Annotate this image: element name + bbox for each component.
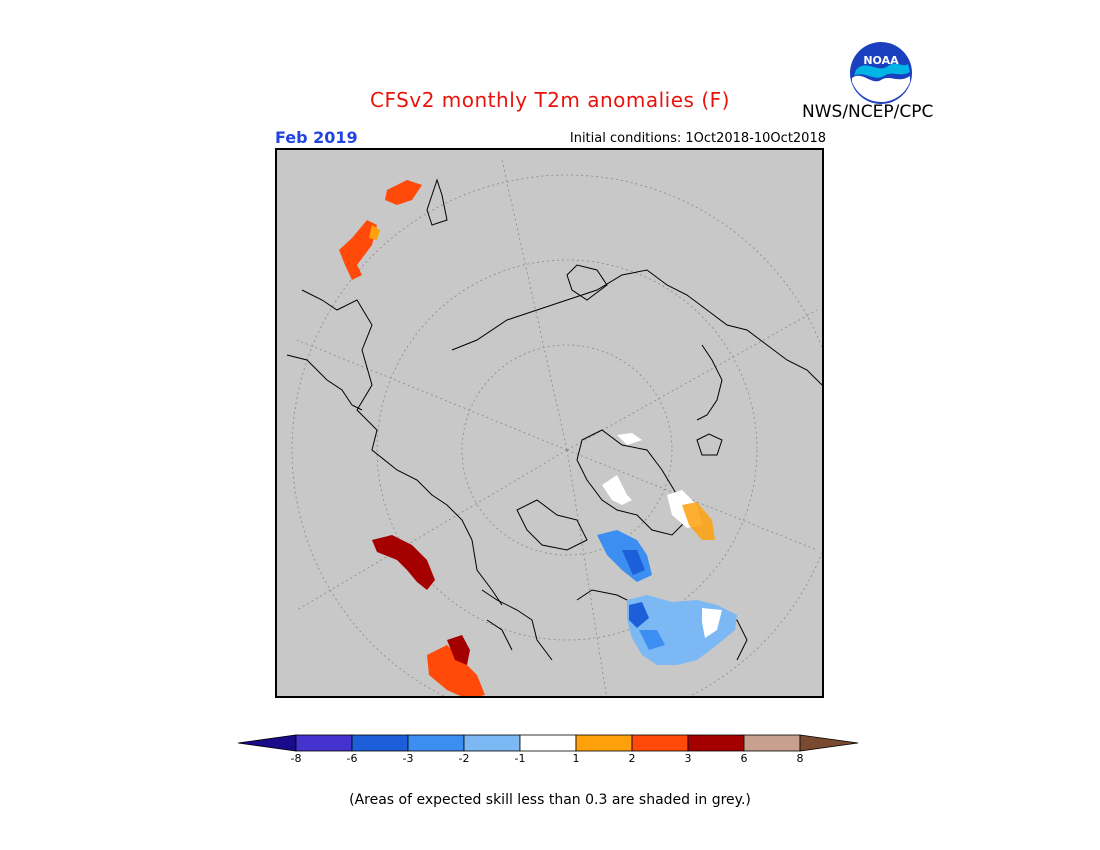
initial-conditions: Initial conditions: 1Oct2018-10Oct2018	[569, 131, 826, 146]
graticule	[291, 159, 822, 696]
colorbar-bin	[519, 734, 577, 752]
colorbar-bin	[238, 734, 297, 752]
colorbar-tick-label: 8	[796, 752, 804, 765]
colorbar-tick-label: 6	[740, 752, 748, 765]
colorbar-bin	[743, 734, 801, 752]
map-title: CFSv2 monthly T2m anomalies (F)	[370, 88, 730, 112]
colorbar-tick-label: 2	[628, 752, 636, 765]
colorbar-tick-label: 3	[684, 752, 692, 765]
colorbar-bin	[687, 734, 745, 752]
colorbar-bin	[799, 734, 859, 752]
noaa-logo-text: NOAA	[863, 54, 899, 67]
colorbar-bin	[463, 734, 521, 752]
colorbar-bin	[295, 734, 353, 752]
colorbar-tick-label: -3	[402, 752, 414, 765]
colorbar-bin	[575, 734, 633, 752]
polar-map-svg	[286, 159, 822, 696]
anomaly-patches	[339, 180, 737, 696]
colorbar-tick-label: -1	[514, 752, 526, 765]
colorbar-tick-label: -2	[458, 752, 470, 765]
colorbar-bin	[631, 734, 689, 752]
colorbar-tick-label: -6	[346, 752, 358, 765]
colorbar-tick-label: -8	[290, 752, 302, 765]
coastlines	[286, 178, 822, 661]
colorbar	[238, 734, 859, 752]
polar-map	[275, 148, 824, 698]
noaa-logo-icon: NOAA	[850, 42, 912, 104]
colorbar-bin	[407, 734, 465, 752]
agency-label: NWS/NCEP/CPC	[802, 102, 934, 122]
footnote: (Areas of expected skill less than 0.3 a…	[349, 792, 751, 808]
colorbar-bin	[351, 734, 409, 752]
colorbar-tick-label: 1	[572, 752, 580, 765]
forecast-month: Feb 2019	[275, 128, 358, 147]
